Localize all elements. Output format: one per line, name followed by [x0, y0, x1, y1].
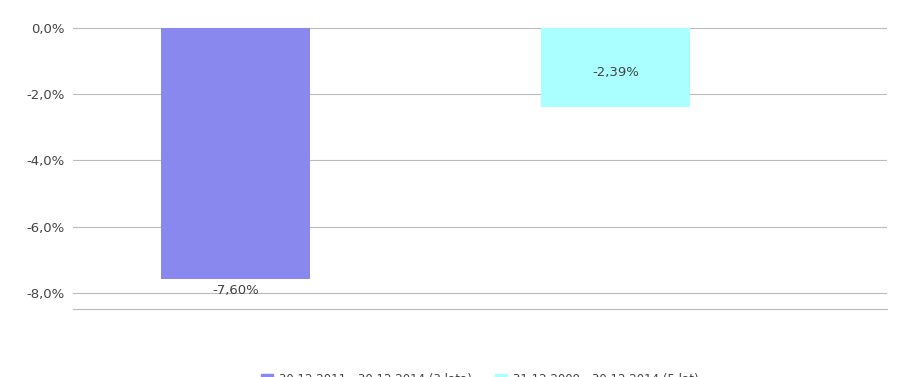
Text: -2,39%: -2,39% — [592, 66, 639, 79]
Text: -7,60%: -7,60% — [212, 284, 260, 297]
Bar — [161, 28, 311, 279]
Bar — [541, 28, 690, 107]
Legend: 30.12.2011 - 30.12.2014 (3 lata), 31.12.2009 - 30.12.2014 (5 lat): 30.12.2011 - 30.12.2014 (3 lata), 31.12.… — [261, 372, 698, 377]
